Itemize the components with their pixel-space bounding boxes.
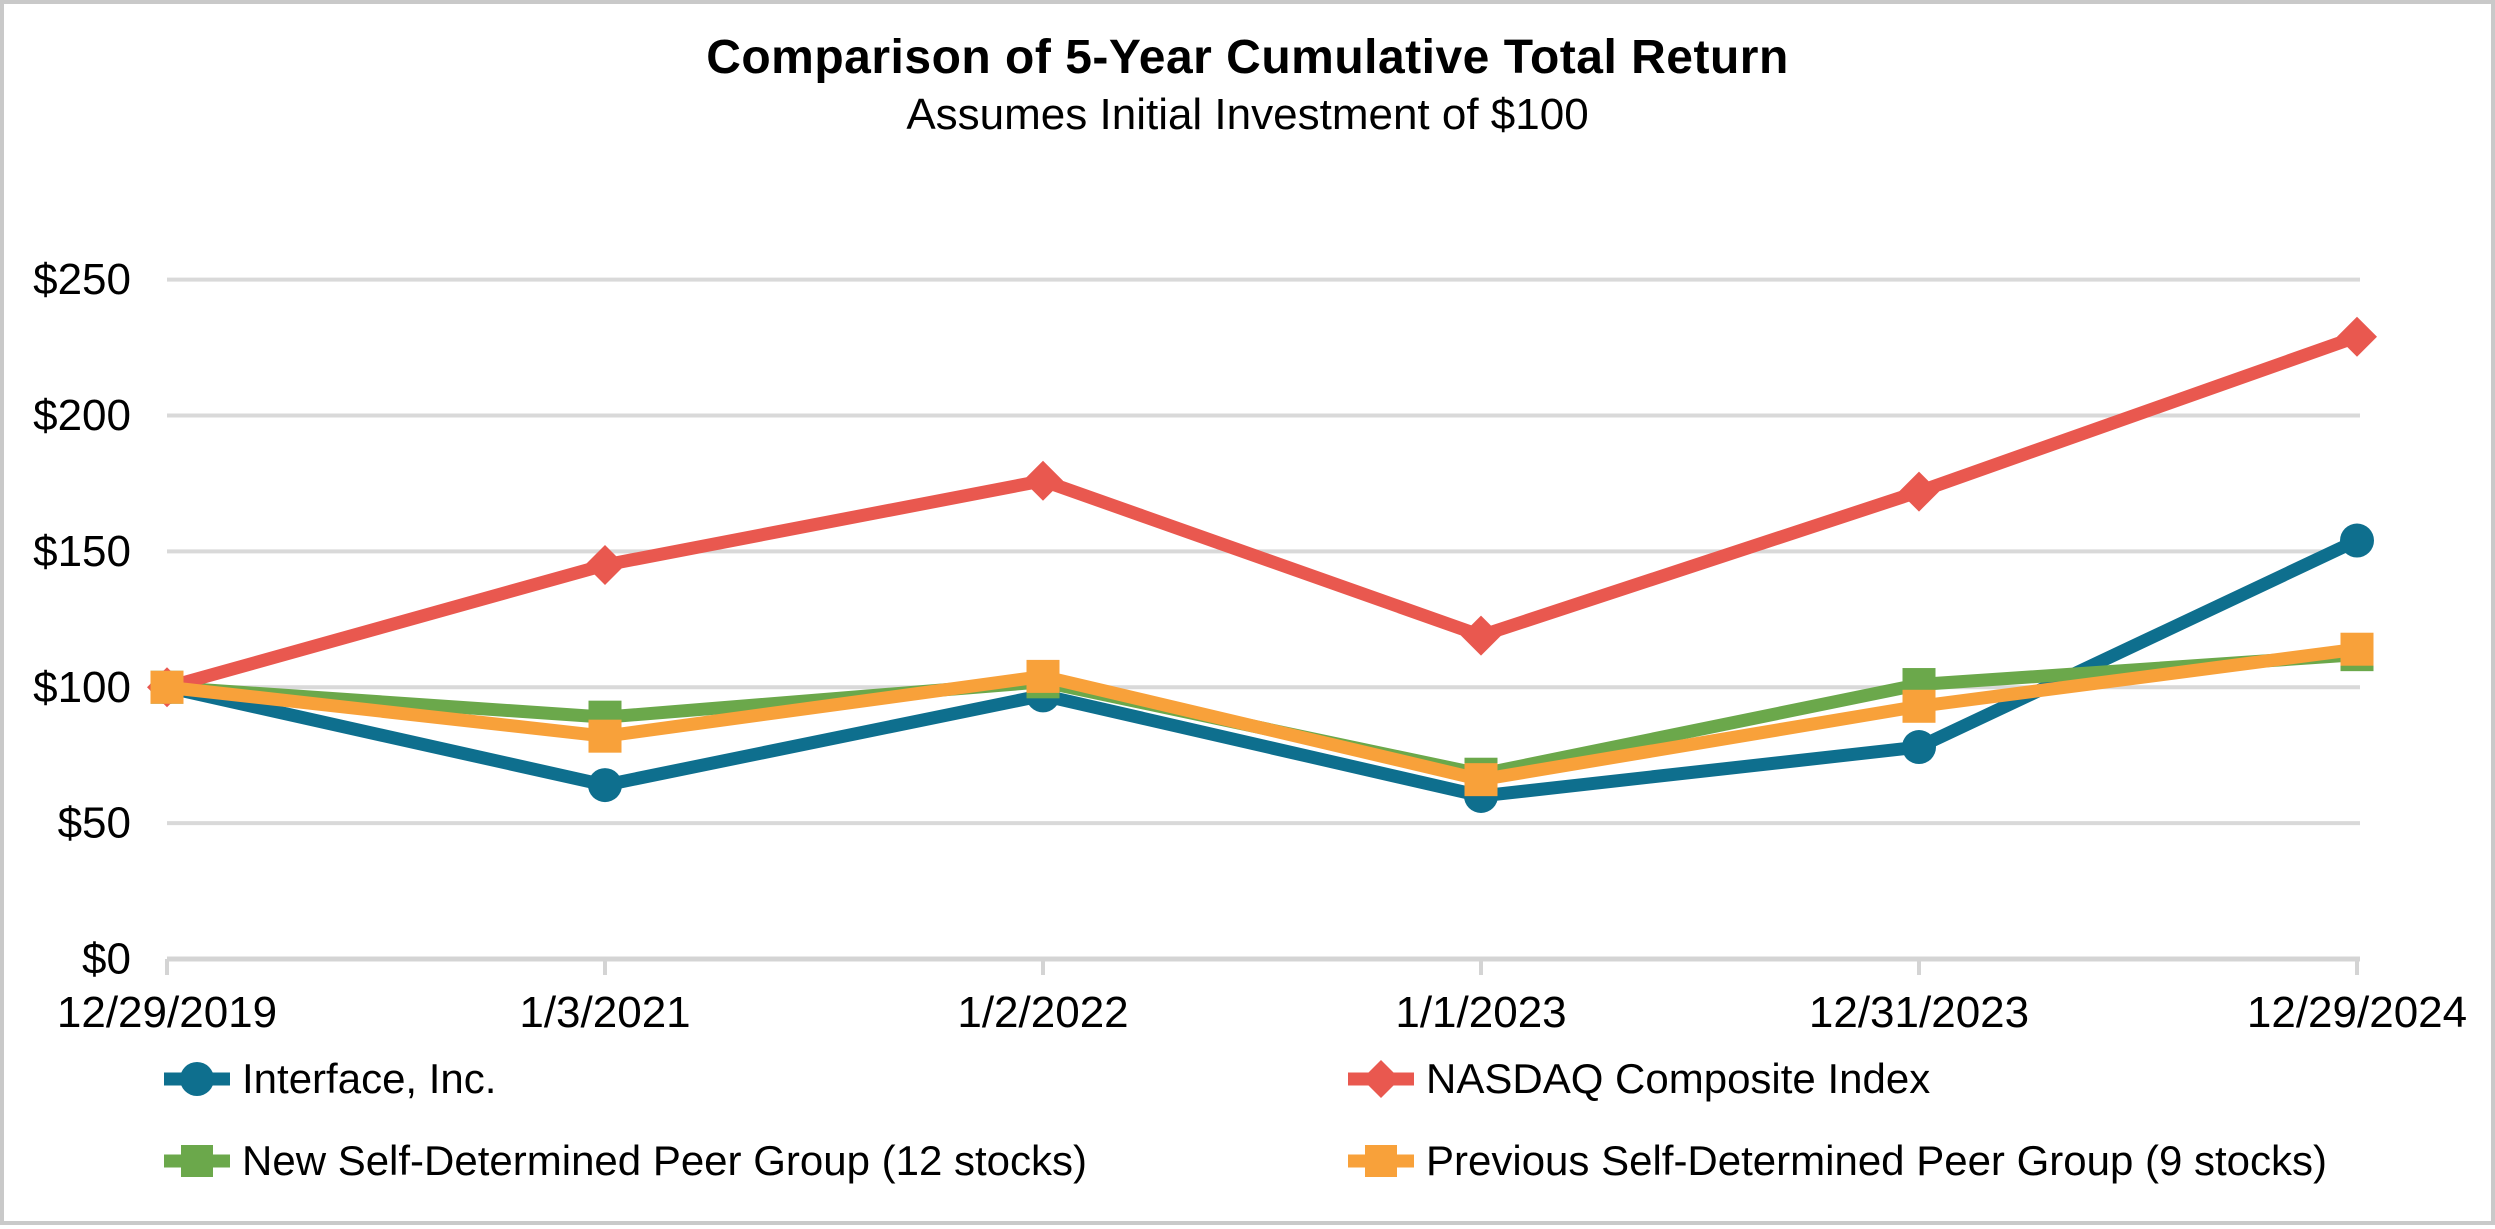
legend-item-new-peer-group: New Self-Determined Peer Group (12 stock…	[162, 1137, 1087, 1185]
legend-label: New Self-Determined Peer Group (12 stock…	[242, 1137, 1087, 1184]
legend-item-interface: Interface, Inc.	[162, 1055, 496, 1103]
data-point-marker	[1023, 460, 1063, 501]
data-point-marker	[1899, 471, 1939, 512]
series-line	[160, 534, 2364, 803]
chart-subtitle: Assumes Initial Investment of $100	[906, 90, 1589, 139]
data-point-marker	[2340, 632, 2374, 666]
chart-title: Comparison of 5-Year Cumulative Total Re…	[706, 31, 1789, 84]
y-tick-label: $250	[33, 255, 131, 304]
data-point-marker	[585, 544, 625, 585]
data-point-marker	[1902, 730, 1936, 765]
plot-area: $0 $50 $100 $150 $200 $250 12/29/2019 1/3/2021 1…	[33, 255, 2467, 1037]
series-line	[160, 330, 2364, 694]
data-point-marker	[1464, 763, 1498, 797]
y-tick-label: $0	[82, 935, 131, 984]
data-point-marker	[1026, 659, 1060, 693]
data-point-marker	[588, 768, 622, 803]
x-tick-label: 1/1/2023	[1395, 988, 1566, 1037]
data-point-marker	[2340, 523, 2374, 558]
data-point-marker	[2337, 316, 2377, 357]
y-tick-label: $150	[33, 527, 131, 576]
y-tick-label: $200	[33, 391, 131, 440]
x-tick-label: 12/29/2024	[2247, 988, 2467, 1037]
y-tick-label: $50	[58, 799, 131, 848]
legend-item-previous-peer-group: Previous Self-Determined Peer Group (9 s…	[1346, 1137, 2327, 1185]
series-line	[160, 642, 2364, 787]
data-point-marker	[150, 670, 184, 704]
data-point-marker	[1461, 615, 1501, 656]
legend-item-nasdaq: NASDAQ Composite Index	[1346, 1055, 1930, 1103]
y-tick-label: $100	[33, 663, 131, 712]
legend-marker-square-icon	[164, 1145, 230, 1177]
x-tick-label: 12/29/2019	[57, 988, 277, 1037]
data-point-marker	[588, 719, 622, 753]
x-tick-label: 12/31/2023	[1809, 988, 2029, 1037]
legend-label: Previous Self-Determined Peer Group (9 s…	[1426, 1137, 2328, 1184]
x-tick-label: 1/3/2021	[519, 988, 690, 1037]
legend-marker-square-icon	[1348, 1145, 1414, 1177]
legend-label: Interface, Inc.	[242, 1055, 497, 1102]
legend-label: NASDAQ Composite Index	[1426, 1055, 1931, 1102]
data-point-marker	[1902, 689, 1936, 723]
legend-marker-circle-icon	[164, 1062, 230, 1096]
x-tick-label: 1/2/2022	[957, 988, 1128, 1037]
legend-marker-diamond-icon	[1348, 1060, 1414, 1098]
